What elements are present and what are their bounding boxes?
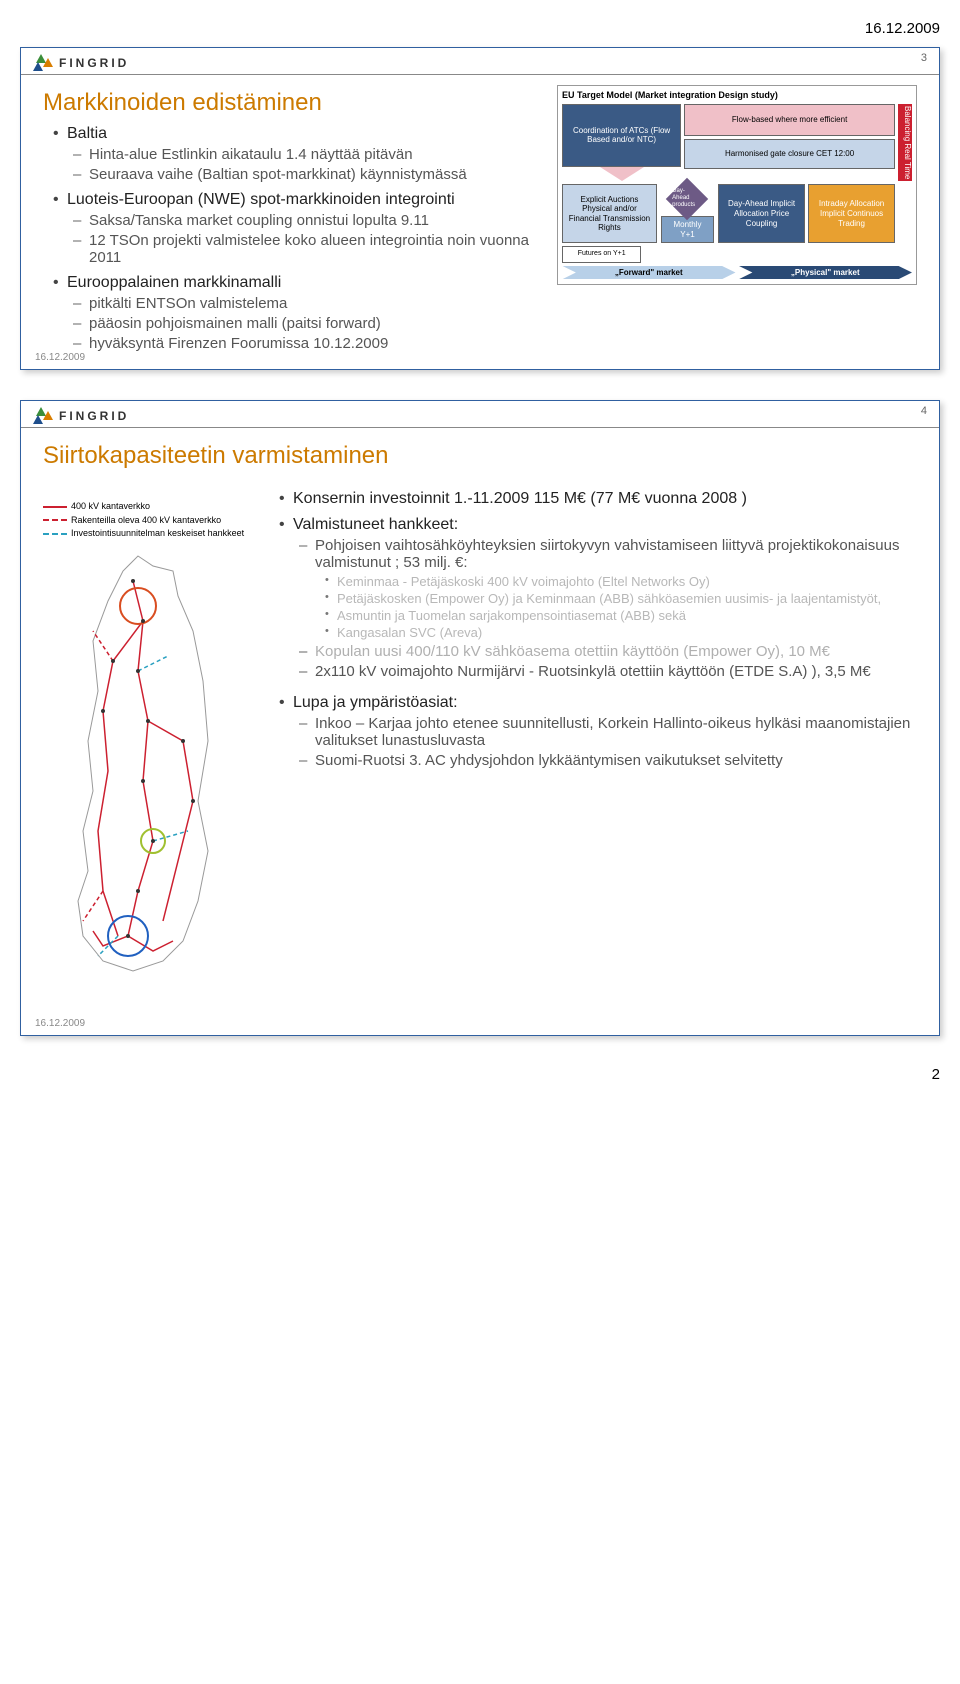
slide-footer-date: 16.12.2009 bbox=[35, 1018, 85, 1029]
sub-bullet: hyväksyntä Firenzen Foorumissa 10.12.200… bbox=[73, 335, 541, 352]
slide-title: Markkinoiden edistäminen bbox=[43, 89, 541, 117]
page-top-date: 16.12.2009 bbox=[20, 20, 940, 37]
eu-target-model-diagram: EU Target Model (Market integration Desi… bbox=[557, 85, 917, 285]
sub-bullet: 2x110 kV voimajohto Nurmijärvi - Ruotsin… bbox=[299, 663, 917, 680]
map-svg bbox=[43, 541, 243, 1021]
slide-number: 4 bbox=[921, 405, 927, 417]
bullet-investoinnit: Konsernin investoinnit 1.-11.2009 115 M€… bbox=[279, 490, 917, 508]
sub-bullet: pitkälti ENTSOn valmistelema bbox=[73, 295, 541, 312]
box-coordination: Coordination of ATCs (Flow Based and/or … bbox=[562, 104, 681, 167]
arrow-dayahead-icon: Day-Ahead products bbox=[666, 178, 708, 220]
sub-bullet: Inkoo – Karjaa johto etenee suunnitellus… bbox=[299, 715, 917, 749]
box-futures: Futures on Y+1 bbox=[562, 246, 641, 262]
logo-text: FINGRID bbox=[59, 56, 129, 70]
slide-header: FINGRID bbox=[21, 401, 939, 428]
box-dayahead: Day-Ahead Implicit Allocation Price Coup… bbox=[718, 184, 805, 243]
box-monthly: Monthly Y+1 bbox=[661, 216, 713, 243]
bullet-valmistuneet: Valmistuneet hankkeet: bbox=[279, 516, 917, 534]
tert-bullet: Asmuntin ja Tuomelan sarjakompensointias… bbox=[325, 608, 917, 623]
arrow-forward-market: „Forward" market bbox=[562, 266, 736, 280]
sub-bullet: 12 TSOn projekti valmistelee koko alueen… bbox=[73, 232, 541, 266]
bullet-lupa: Lupa ja ympäristöasiat: bbox=[279, 694, 917, 712]
box-intraday: Intraday Allocation Implicit Continuos T… bbox=[808, 184, 895, 243]
sub-bullet: Hinta-alue Estlinkin aikataulu 1.4 näytt… bbox=[73, 146, 541, 163]
arrow-physical-market: „Physical" market bbox=[739, 266, 913, 280]
box-explicit: Explicit Auctions Physical and/or Financ… bbox=[562, 184, 657, 243]
page-bottom-number: 2 bbox=[20, 1066, 940, 1083]
slide-1: 3 FINGRID Markkinoiden edistäminen Balti… bbox=[20, 47, 940, 370]
legend-line-plan bbox=[43, 533, 67, 535]
slide-title: Siirtokapasiteetin varmistaminen bbox=[43, 442, 917, 470]
diagram-title: EU Target Model (Market integration Desi… bbox=[562, 90, 912, 101]
box-flowbased: Flow-based where more efficient bbox=[684, 104, 895, 136]
fingrid-logo: FINGRID bbox=[33, 54, 129, 72]
sub-bullet: pääosin pohjoismainen malli (paitsi forw… bbox=[73, 315, 541, 332]
fingrid-logo: FINGRID bbox=[33, 407, 129, 425]
bullet-baltia: Baltia bbox=[53, 125, 541, 143]
sub-bullet: Seuraava vaihe (Baltian spot-markkinat) … bbox=[73, 166, 541, 183]
tert-bullet: Keminmaa - Petäjäskoski 400 kV voimajoht… bbox=[325, 574, 917, 589]
sub-bullet: Pohjoisen vaihtosähköyhteyksien siirtoky… bbox=[299, 537, 917, 571]
legend-line-400kv bbox=[43, 506, 67, 508]
sub-bullet: Kopulan uusi 400/110 kV sähköasema otett… bbox=[299, 643, 917, 660]
bullet-nwe: Luoteis-Euroopan (NWE) spot-markkinoiden… bbox=[53, 191, 541, 209]
slide-header: FINGRID bbox=[21, 48, 939, 75]
logo-icon bbox=[33, 54, 55, 72]
legend-label: 400 kV kantaverkko bbox=[71, 500, 150, 514]
sub-bullet: Saksa/Tanska market coupling onnistui lo… bbox=[73, 212, 541, 229]
bullet-malli: Eurooppalainen markkinamalli bbox=[53, 274, 541, 292]
logo-text: FINGRID bbox=[59, 409, 129, 423]
slide-2: 4 FINGRID Siirtokapasiteetin varmistamin… bbox=[20, 400, 940, 1036]
slide-footer-date: 16.12.2009 bbox=[35, 352, 85, 363]
tert-bullet: Kangasalan SVC (Areva) bbox=[325, 625, 917, 640]
tert-bullet: Petäjäskosken (Empower Oy) ja Keminmaan … bbox=[325, 591, 917, 606]
slide-number: 3 bbox=[921, 52, 927, 64]
legend-line-building bbox=[43, 519, 67, 521]
box-gateclose: Harmonised gate closure CET 12:00 bbox=[684, 139, 895, 169]
legend-label: Investointisuunnitelman keskeiset hankke… bbox=[71, 527, 244, 541]
finland-map bbox=[43, 541, 243, 1021]
arrow-down-icon bbox=[600, 167, 644, 181]
logo-icon bbox=[33, 407, 55, 425]
box-balancing: Balancing Real Time bbox=[898, 104, 912, 181]
sub-bullet: Suomi-Ruotsi 3. AC yhdysjohdon lykkäänty… bbox=[299, 752, 917, 769]
legend-label: Rakenteilla oleva 400 kV kantaverkko bbox=[71, 514, 221, 528]
map-legend: 400 kV kantaverkko Rakenteilla oleva 400… bbox=[43, 500, 253, 541]
